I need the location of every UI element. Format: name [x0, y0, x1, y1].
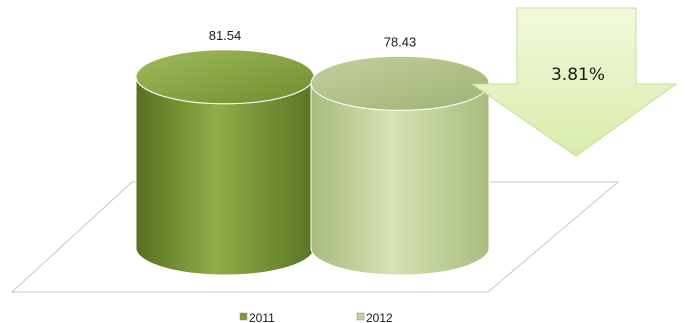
bar-body-2011	[135, 76, 315, 276]
annotation-layer: 3.81%	[470, 7, 678, 157]
bars-layer	[135, 49, 490, 276]
bar-2011	[135, 49, 315, 276]
bar-body-2012	[310, 83, 490, 276]
legend-label-2012: 2012	[366, 311, 393, 323]
legend-swatch-2012	[356, 312, 365, 321]
down-arrow-shape	[470, 7, 678, 157]
legend: 2011 2012	[239, 311, 393, 323]
bar-top-2011	[135, 49, 315, 105]
legend-label-2011: 2011	[249, 311, 275, 323]
data-label-2012: 78.43	[384, 34, 417, 49]
labels-layer: 81.54 78.43	[209, 28, 417, 50]
arrow-annotation-label: 3.81%	[551, 65, 605, 85]
bar-top-2012	[310, 55, 490, 111]
bar-2012	[310, 55, 490, 276]
legend-swatch-2011	[239, 312, 248, 321]
data-label-2011: 81.54	[209, 28, 242, 43]
